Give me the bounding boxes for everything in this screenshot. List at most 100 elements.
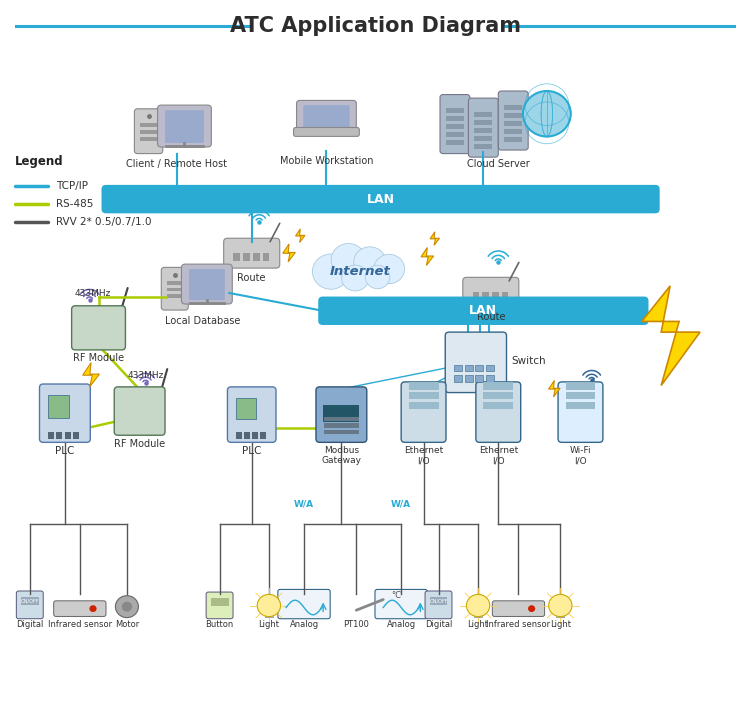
- Bar: [465, 376, 473, 382]
- FancyBboxPatch shape: [161, 267, 188, 310]
- Bar: [409, 393, 439, 400]
- Text: Motor: Motor: [115, 620, 139, 629]
- Text: Ethernet
I/O: Ethernet I/O: [404, 446, 443, 466]
- FancyBboxPatch shape: [114, 387, 165, 436]
- FancyBboxPatch shape: [227, 387, 276, 443]
- Text: Switch: Switch: [512, 356, 546, 366]
- Text: Legend: Legend: [15, 155, 64, 168]
- Text: Light: Light: [467, 620, 488, 629]
- FancyBboxPatch shape: [318, 296, 649, 325]
- Text: Route: Route: [476, 312, 505, 322]
- Bar: [324, 423, 358, 428]
- Bar: [476, 365, 483, 371]
- Bar: [482, 292, 489, 300]
- Circle shape: [342, 265, 369, 291]
- Circle shape: [116, 595, 139, 618]
- Bar: [409, 383, 439, 390]
- Bar: [430, 598, 448, 605]
- FancyBboxPatch shape: [101, 185, 660, 213]
- Polygon shape: [421, 248, 434, 266]
- Text: Ethernet
I/O: Ethernet I/O: [478, 446, 518, 466]
- Circle shape: [313, 254, 350, 289]
- Bar: [475, 120, 492, 125]
- Bar: [409, 403, 439, 409]
- Bar: [504, 113, 522, 118]
- Bar: [324, 430, 358, 434]
- Bar: [233, 253, 240, 261]
- Bar: [265, 612, 273, 617]
- Bar: [475, 111, 492, 117]
- Text: TCP/IP: TCP/IP: [56, 181, 88, 191]
- Text: ON/OFF: ON/OFF: [20, 599, 39, 604]
- Text: 433MHz: 433MHz: [128, 371, 164, 381]
- Bar: [566, 403, 596, 409]
- FancyBboxPatch shape: [469, 98, 498, 157]
- FancyBboxPatch shape: [54, 600, 106, 616]
- Text: Modbus
Gateway: Modbus Gateway: [321, 446, 362, 466]
- Bar: [243, 253, 250, 261]
- Bar: [475, 128, 492, 133]
- Circle shape: [523, 91, 571, 136]
- Bar: [483, 403, 513, 409]
- Bar: [236, 432, 242, 439]
- Text: Route: Route: [238, 273, 266, 283]
- Bar: [475, 144, 492, 149]
- Bar: [454, 376, 463, 382]
- Bar: [252, 432, 258, 439]
- Text: 433MHz: 433MHz: [74, 289, 111, 298]
- Bar: [485, 365, 494, 371]
- Bar: [476, 376, 483, 382]
- FancyBboxPatch shape: [476, 382, 520, 443]
- Text: LAN: LAN: [470, 304, 497, 317]
- FancyBboxPatch shape: [440, 94, 470, 154]
- Bar: [65, 432, 71, 439]
- Bar: [504, 136, 522, 142]
- Bar: [211, 598, 229, 606]
- Polygon shape: [283, 244, 296, 262]
- Bar: [446, 132, 464, 137]
- Text: LAN: LAN: [367, 193, 394, 206]
- Text: Wi-Fi
I/O: Wi-Fi I/O: [570, 446, 591, 466]
- Bar: [260, 432, 266, 439]
- FancyBboxPatch shape: [296, 101, 356, 134]
- Bar: [262, 253, 269, 261]
- Text: Digital: Digital: [424, 620, 452, 629]
- Bar: [454, 365, 463, 371]
- Text: Cloud Server: Cloud Server: [467, 159, 530, 169]
- Text: Internet: Internet: [329, 265, 391, 278]
- FancyBboxPatch shape: [316, 387, 367, 443]
- Text: Light: Light: [259, 620, 280, 629]
- Bar: [492, 292, 499, 300]
- FancyBboxPatch shape: [158, 105, 212, 147]
- Bar: [504, 121, 522, 126]
- Bar: [504, 104, 522, 110]
- Bar: [21, 598, 39, 605]
- Bar: [446, 108, 464, 114]
- Text: Local Database: Local Database: [166, 316, 241, 326]
- Polygon shape: [642, 286, 700, 386]
- Bar: [504, 129, 522, 134]
- FancyBboxPatch shape: [72, 306, 125, 350]
- Circle shape: [466, 595, 490, 617]
- Text: Button: Button: [206, 620, 234, 629]
- Text: RF Module: RF Module: [114, 439, 165, 449]
- FancyBboxPatch shape: [293, 128, 359, 136]
- Circle shape: [549, 595, 572, 617]
- Text: PLC: PLC: [242, 446, 262, 456]
- Polygon shape: [548, 381, 560, 397]
- Text: Analog: Analog: [386, 620, 416, 629]
- Text: °C: °C: [392, 590, 402, 600]
- FancyBboxPatch shape: [224, 238, 280, 268]
- FancyBboxPatch shape: [498, 91, 528, 150]
- Bar: [236, 398, 256, 419]
- Bar: [140, 123, 157, 127]
- Bar: [446, 116, 464, 121]
- FancyBboxPatch shape: [206, 592, 233, 619]
- Polygon shape: [430, 232, 439, 246]
- Text: RS-485: RS-485: [56, 199, 93, 209]
- Bar: [324, 417, 358, 421]
- FancyBboxPatch shape: [492, 600, 544, 616]
- FancyBboxPatch shape: [425, 591, 452, 619]
- Circle shape: [380, 595, 387, 603]
- Text: Light: Light: [550, 620, 571, 629]
